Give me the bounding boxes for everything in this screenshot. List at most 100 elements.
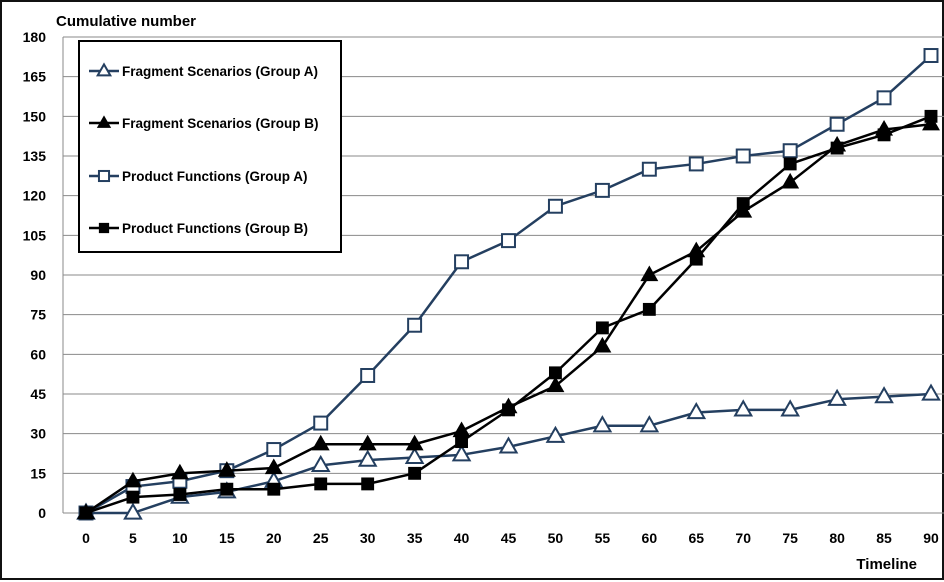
data-point bbox=[452, 421, 471, 438]
data-point bbox=[922, 114, 940, 131]
data-point bbox=[314, 477, 328, 491]
x-tick-label: 70 bbox=[735, 530, 751, 546]
data-point bbox=[781, 172, 800, 189]
x-tick-label: 65 bbox=[688, 530, 704, 546]
data-point bbox=[876, 90, 892, 106]
y-tick-label: 0 bbox=[38, 505, 46, 521]
y-tick-label: 105 bbox=[23, 227, 47, 243]
data-point bbox=[921, 383, 941, 401]
data-point bbox=[405, 434, 424, 451]
x-tick-label: 50 bbox=[548, 530, 564, 546]
x-tick-label: 45 bbox=[501, 530, 517, 546]
series-3 bbox=[78, 48, 939, 521]
data-point bbox=[735, 148, 751, 164]
data-point bbox=[404, 446, 425, 465]
data-point bbox=[501, 233, 516, 249]
y-tick-label: 45 bbox=[30, 386, 46, 402]
x-tick-label: 90 bbox=[923, 530, 939, 546]
data-point bbox=[220, 482, 234, 496]
x-tick-label: 5 bbox=[129, 530, 137, 546]
data-point bbox=[641, 161, 657, 177]
data-point bbox=[642, 302, 656, 316]
y-axis-title: Cumulative number bbox=[56, 13, 196, 30]
data-point bbox=[874, 386, 894, 404]
data-point bbox=[361, 477, 375, 491]
data-point bbox=[499, 397, 518, 414]
data-point bbox=[639, 415, 660, 433]
data-point bbox=[77, 503, 95, 520]
y-tick-label: 135 bbox=[23, 148, 47, 164]
data-point bbox=[123, 471, 142, 488]
x-tick-label: 10 bbox=[172, 530, 188, 546]
legend-label: Product Functions (Group A) bbox=[122, 169, 307, 184]
data-point bbox=[687, 241, 706, 258]
data-point bbox=[407, 317, 423, 333]
legend-marker bbox=[97, 169, 111, 183]
data-point bbox=[264, 458, 283, 475]
data-point bbox=[780, 399, 800, 417]
data-point bbox=[783, 157, 797, 171]
data-point bbox=[547, 198, 563, 214]
data-point bbox=[734, 201, 753, 218]
legend-entry: Fragment Scenarios (Group B) bbox=[89, 115, 319, 131]
data-point bbox=[451, 444, 472, 462]
data-point bbox=[126, 490, 140, 504]
data-point bbox=[123, 502, 143, 520]
data-point bbox=[688, 156, 704, 172]
x-tick-label: 55 bbox=[595, 530, 611, 546]
x-tick-label: 60 bbox=[642, 530, 658, 546]
legend-label: Fragment Scenarios (Group B) bbox=[122, 116, 319, 131]
y-tick-label: 90 bbox=[30, 267, 46, 283]
data-point bbox=[266, 442, 282, 458]
data-point bbox=[733, 399, 754, 417]
data-point bbox=[640, 265, 659, 282]
data-point bbox=[311, 434, 330, 451]
x-tick-label: 25 bbox=[313, 530, 329, 546]
y-tick-label: 165 bbox=[23, 69, 47, 85]
y-tick-label: 120 bbox=[23, 188, 47, 204]
data-point bbox=[875, 120, 894, 136]
y-tick-label: 75 bbox=[30, 307, 46, 323]
x-tick-label: 35 bbox=[407, 530, 423, 546]
legend-marker bbox=[95, 62, 113, 77]
data-point bbox=[827, 388, 847, 406]
data-point bbox=[267, 482, 281, 496]
data-point bbox=[357, 449, 378, 467]
data-point bbox=[829, 116, 845, 132]
legend-label: Fragment Scenarios (Group A) bbox=[122, 64, 318, 79]
series-layer bbox=[76, 48, 941, 521]
legend-label: Product Functions (Group B) bbox=[122, 221, 308, 236]
data-point bbox=[173, 488, 187, 501]
data-point bbox=[592, 415, 613, 433]
y-tick-label: 150 bbox=[23, 108, 47, 124]
data-point bbox=[686, 401, 707, 420]
data-point bbox=[408, 466, 422, 480]
data-point bbox=[923, 48, 939, 63]
legend-entry: Product Functions (Group B) bbox=[89, 221, 308, 236]
y-tick-label: 30 bbox=[30, 426, 46, 442]
y-tick-label: 60 bbox=[30, 346, 46, 362]
data-point bbox=[358, 434, 377, 451]
legend: Fragment Scenarios (Group A) Fragment Sce… bbox=[78, 40, 342, 253]
data-point bbox=[828, 135, 847, 152]
data-point bbox=[217, 461, 236, 477]
x-tick-label: 75 bbox=[782, 530, 798, 546]
data-point bbox=[360, 368, 376, 383]
axes bbox=[62, 37, 944, 514]
data-point bbox=[455, 435, 468, 449]
data-point bbox=[498, 436, 519, 454]
x-tick-label: 0 bbox=[82, 530, 90, 546]
x-tick-label: 80 bbox=[829, 530, 845, 546]
x-tick-label: 30 bbox=[360, 530, 376, 546]
data-point bbox=[546, 376, 565, 393]
x-tick-label: 85 bbox=[876, 530, 892, 546]
legend-marker bbox=[98, 222, 110, 234]
legend-entry: Product Functions (Group A) bbox=[89, 169, 307, 184]
data-point bbox=[170, 463, 189, 480]
tick-labels: 0 15 30 45 60 75 90 105 120 135 150 165 180 0 5 10 15 20 2… bbox=[23, 29, 939, 546]
x-tick-label: 15 bbox=[219, 530, 235, 546]
data-point bbox=[593, 336, 612, 353]
x-axis-title: Timeline bbox=[856, 556, 917, 573]
